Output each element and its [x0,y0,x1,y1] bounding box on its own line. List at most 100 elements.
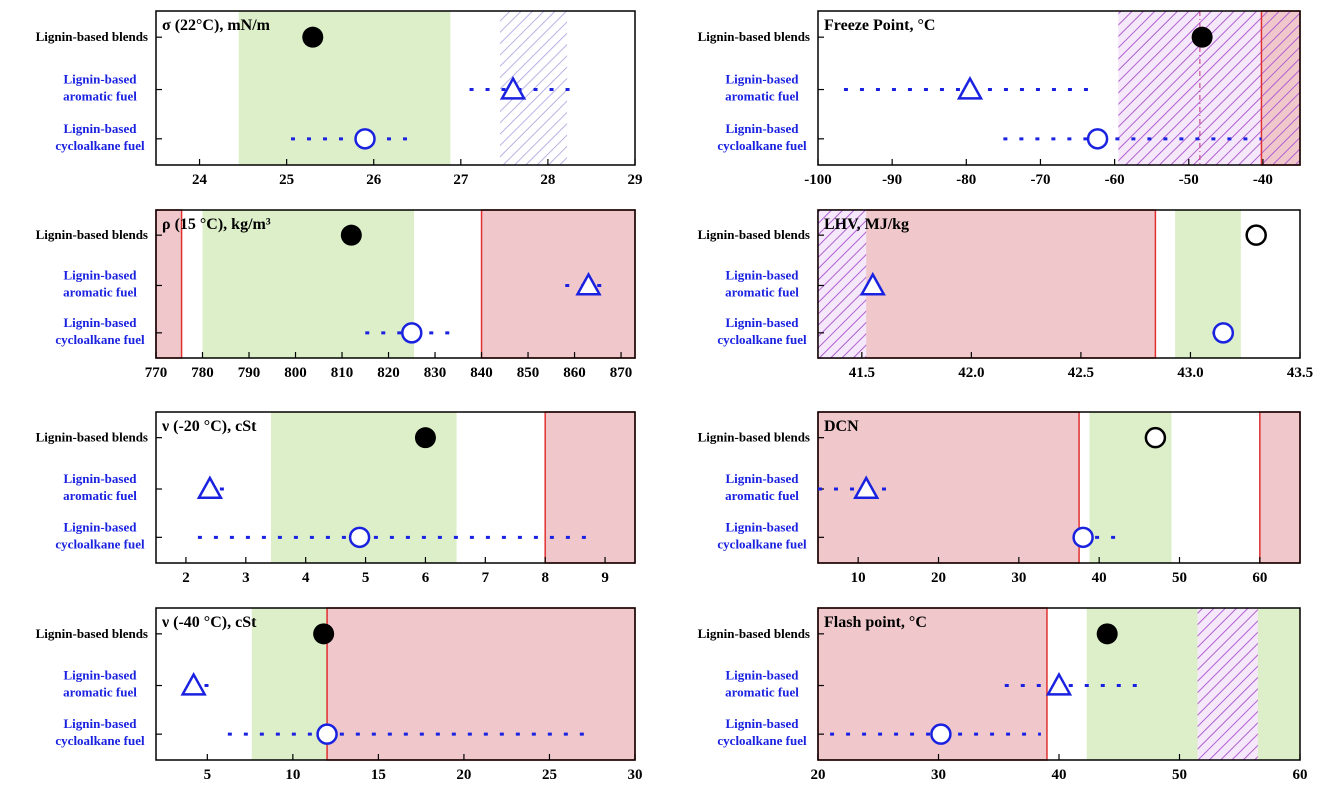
plot-frame [155,10,636,166]
x-tick-label: 30 [931,767,946,783]
x-tick-label: 25 [279,172,294,188]
x-tick-label: 3 [242,570,250,586]
band-green-1 [238,11,451,165]
category-label-blends: Lignin-based blends [36,29,148,44]
x-tick-label: 770 [145,365,168,381]
x-tick-label: 25 [542,767,557,783]
category-label-cyclo: Lignin-based [64,315,138,330]
chart-panel-5: 2 3 4 5 6 7 8 9 Lignin-based blends Lignin-based a… [36,411,636,586]
category-label-aromatic: Lignin-based [726,668,800,683]
marker-cycloalkane [316,723,338,745]
x-tick-label: 5 [204,767,212,783]
marker-aromatic [956,75,984,100]
x-tick-label: 28 [540,172,555,188]
x-tick-label: 10 [285,767,300,783]
category-label-blends: Lignin-based blends [36,626,148,641]
x-tick-label: -90 [882,172,902,188]
x-tick-label: 840 [470,365,493,381]
marker-blends [313,623,335,645]
plot-frame [817,10,1301,166]
marker-aromatic [196,475,224,500]
x-tick-label: 27 [453,172,469,188]
panel-title: LHV, MJ/kg [824,216,909,233]
marker-blends [1191,26,1213,48]
panel-title: ρ (15 °C), kg/m³ [162,216,271,233]
panel-title: ν (-20 °C), cSt [161,418,257,435]
x-tick-label: 20 [811,767,826,783]
band-hatch-3 [1197,608,1258,760]
band-red-2 [544,411,636,564]
category-label-cyclo: Lignin-based [64,121,138,136]
marker-cycloalkane [930,723,952,745]
marker-cycloalkane [401,322,423,344]
x-tick-label: 41.5 [849,365,875,381]
chart-panel-6: 10 20 30 40 50 60 Lignin-based blends Lignin-ba… [698,411,1301,586]
x-tick-label: 50 [1172,767,1187,783]
panel-title: DCN [824,418,859,435]
x-tick-label: 20 [456,767,471,783]
chart-panel-8: 20 30 40 50 60 Lignin-based blends Lignin-base… [698,607,1308,783]
x-tick-label: 2 [182,570,190,586]
x-tick-label: 43.0 [1177,365,1203,381]
x-tick-label: 42.5 [1068,365,1094,381]
category-label-cyclo: cycloalkane fuel [55,332,145,347]
x-tick-label: 30 [628,767,643,783]
marker-cycloalkane [1212,322,1235,344]
category-label-aromatic: Lignin-based [726,72,800,87]
category-label-blends: Lignin-based blends [698,626,810,641]
category-label-aromatic: aromatic fuel [725,685,799,700]
category-label-cyclo: cycloalkane fuel [55,536,145,551]
x-tick-label: 60 [1252,570,1267,586]
band-green-2 [202,210,415,358]
plot-frame [817,209,1301,359]
panel-title: σ (22°C), mN/m [162,17,271,34]
x-tick-label: -70 [1030,172,1050,188]
x-tick-label: 4 [302,570,310,586]
category-label-aromatic: Lignin-based [64,668,138,683]
x-tick-label: 15 [371,767,386,783]
category-label-blends: Lignin-based blends [698,227,810,242]
category-label-blends: Lignin-based blends [698,430,810,445]
x-tick-label: 26 [366,172,382,188]
band-red_hatch-3 [1260,10,1301,166]
x-tick-label: 60 [1293,767,1308,783]
x-tick-label: 20 [931,570,946,586]
x-tick-label: 50 [1172,570,1187,586]
plot-frame [155,411,636,564]
x-tick-label: 830 [424,365,447,381]
x-tick-label: 9 [601,570,609,586]
category-label-aromatic: aromatic fuel [725,284,799,299]
category-label-cyclo: Lignin-based [726,716,800,731]
x-tick-label: -60 [1105,172,1125,188]
chart-panel-4: 41.5 42.0 42.5 43.0 43.5 Lignin-based blends L… [698,209,1313,381]
marker-aromatic [1045,671,1073,696]
panel-title: Freeze Point, °C [824,17,935,34]
x-tick-label: 43.5 [1287,365,1313,381]
category-label-blends: Lignin-based blends [698,29,810,44]
band-red-3 [1259,411,1301,564]
marker-blends [414,427,436,449]
band-red-3 [480,209,636,359]
marker-aromatic [853,475,880,500]
x-tick-label: -100 [804,172,832,188]
category-label-cyclo: Lignin-based [726,315,800,330]
category-label-aromatic: Lignin-based [64,471,138,486]
marker-blends [302,26,324,48]
x-tick-label: 29 [628,172,643,188]
x-tick-label: 40 [1052,767,1067,783]
plot-frame [817,411,1301,564]
category-label-blends: Lignin-based blends [36,227,148,242]
category-label-cyclo: cycloalkane fuel [717,138,807,153]
x-tick-label: 790 [238,365,261,381]
category-label-cyclo: cycloalkane fuel [717,332,807,347]
marker-cycloalkane [1072,526,1094,549]
x-tick-label: 42.0 [958,365,984,381]
x-tick-label: 7 [482,570,490,586]
x-tick-label: 800 [284,365,307,381]
category-label-cyclo: cycloalkane fuel [717,733,807,748]
marker-cycloalkane [348,526,371,549]
panel-title: Flash point, °C [824,614,927,631]
marker-aromatic [499,75,527,100]
category-label-cyclo: Lignin-based [64,519,138,534]
x-tick-label: 870 [610,365,633,381]
